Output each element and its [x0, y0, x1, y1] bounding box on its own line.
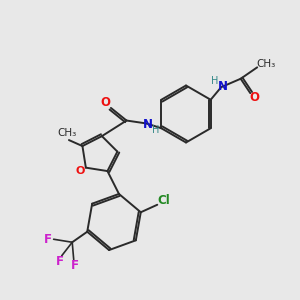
Text: O: O — [249, 91, 259, 104]
Text: H: H — [212, 76, 219, 86]
Text: O: O — [76, 166, 85, 176]
Text: F: F — [56, 255, 64, 268]
Text: F: F — [44, 233, 52, 246]
Text: H: H — [152, 124, 159, 134]
Text: CH₃: CH₃ — [256, 59, 275, 69]
Text: Cl: Cl — [157, 194, 170, 207]
Text: CH₃: CH₃ — [57, 128, 76, 139]
Text: F: F — [71, 259, 79, 272]
Text: O: O — [101, 96, 111, 109]
Text: N: N — [218, 80, 228, 93]
Text: N: N — [142, 118, 152, 130]
